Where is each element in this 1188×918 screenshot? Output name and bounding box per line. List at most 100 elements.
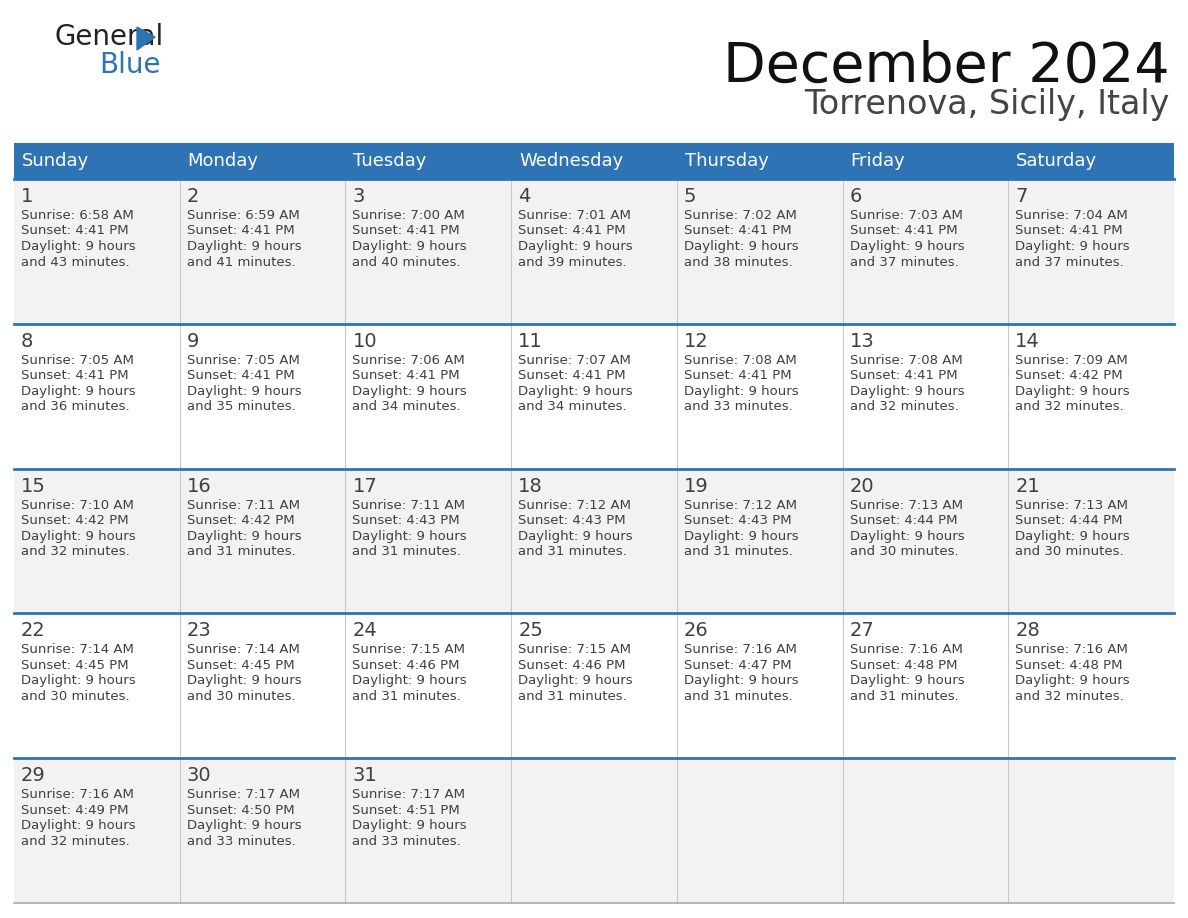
Text: Sunset: 4:46 PM: Sunset: 4:46 PM bbox=[353, 659, 460, 672]
Text: Daylight: 9 hours: Daylight: 9 hours bbox=[187, 675, 302, 688]
Text: Sunset: 4:42 PM: Sunset: 4:42 PM bbox=[21, 514, 128, 527]
Text: Sunset: 4:45 PM: Sunset: 4:45 PM bbox=[187, 659, 295, 672]
Text: Daylight: 9 hours: Daylight: 9 hours bbox=[187, 240, 302, 253]
Text: 12: 12 bbox=[684, 331, 708, 351]
FancyBboxPatch shape bbox=[179, 143, 346, 179]
Text: Daylight: 9 hours: Daylight: 9 hours bbox=[518, 530, 633, 543]
Polygon shape bbox=[137, 27, 154, 50]
Text: and 30 minutes.: and 30 minutes. bbox=[21, 690, 129, 703]
Text: Sunrise: 7:02 AM: Sunrise: 7:02 AM bbox=[684, 209, 797, 222]
Text: Tuesday: Tuesday bbox=[353, 152, 426, 170]
Text: Sunset: 4:48 PM: Sunset: 4:48 PM bbox=[1016, 659, 1123, 672]
Text: 31: 31 bbox=[353, 767, 377, 785]
Text: Sunrise: 7:06 AM: Sunrise: 7:06 AM bbox=[353, 353, 466, 367]
Text: and 36 minutes.: and 36 minutes. bbox=[21, 400, 129, 413]
Text: Sunset: 4:49 PM: Sunset: 4:49 PM bbox=[21, 803, 128, 817]
Text: and 32 minutes.: and 32 minutes. bbox=[1016, 690, 1124, 703]
Text: and 38 minutes.: and 38 minutes. bbox=[684, 255, 792, 268]
Text: Sunrise: 7:07 AM: Sunrise: 7:07 AM bbox=[518, 353, 631, 367]
Text: Sunset: 4:41 PM: Sunset: 4:41 PM bbox=[518, 225, 626, 238]
Text: Wednesday: Wednesday bbox=[519, 152, 624, 170]
Text: Sunset: 4:43 PM: Sunset: 4:43 PM bbox=[684, 514, 791, 527]
FancyBboxPatch shape bbox=[14, 468, 1174, 613]
Text: and 32 minutes.: and 32 minutes. bbox=[21, 545, 129, 558]
Text: Sunrise: 7:16 AM: Sunrise: 7:16 AM bbox=[1016, 644, 1129, 656]
Text: 9: 9 bbox=[187, 331, 200, 351]
Text: Sunrise: 7:15 AM: Sunrise: 7:15 AM bbox=[518, 644, 631, 656]
Text: Sunset: 4:50 PM: Sunset: 4:50 PM bbox=[187, 803, 295, 817]
Text: Daylight: 9 hours: Daylight: 9 hours bbox=[353, 675, 467, 688]
Text: 28: 28 bbox=[1016, 621, 1040, 641]
Text: and 33 minutes.: and 33 minutes. bbox=[684, 400, 792, 413]
Text: Sunrise: 7:00 AM: Sunrise: 7:00 AM bbox=[353, 209, 466, 222]
Text: 23: 23 bbox=[187, 621, 211, 641]
Text: 29: 29 bbox=[21, 767, 46, 785]
Text: and 32 minutes.: and 32 minutes. bbox=[1016, 400, 1124, 413]
Text: Daylight: 9 hours: Daylight: 9 hours bbox=[684, 675, 798, 688]
Text: Daylight: 9 hours: Daylight: 9 hours bbox=[21, 385, 135, 397]
Text: Sunset: 4:41 PM: Sunset: 4:41 PM bbox=[353, 369, 460, 382]
Text: Sunrise: 7:08 AM: Sunrise: 7:08 AM bbox=[849, 353, 962, 367]
Text: and 31 minutes.: and 31 minutes. bbox=[684, 690, 792, 703]
Text: Daylight: 9 hours: Daylight: 9 hours bbox=[21, 240, 135, 253]
Text: Sunset: 4:41 PM: Sunset: 4:41 PM bbox=[684, 225, 791, 238]
Text: 6: 6 bbox=[849, 187, 862, 206]
Text: Daylight: 9 hours: Daylight: 9 hours bbox=[849, 385, 965, 397]
Text: Sunset: 4:41 PM: Sunset: 4:41 PM bbox=[187, 369, 295, 382]
Text: and 33 minutes.: and 33 minutes. bbox=[187, 834, 296, 847]
Text: Sunrise: 7:11 AM: Sunrise: 7:11 AM bbox=[353, 498, 466, 511]
Text: Sunset: 4:41 PM: Sunset: 4:41 PM bbox=[849, 225, 958, 238]
Text: 20: 20 bbox=[849, 476, 874, 496]
Text: 1: 1 bbox=[21, 187, 33, 206]
Text: Daylight: 9 hours: Daylight: 9 hours bbox=[353, 819, 467, 833]
Text: 21: 21 bbox=[1016, 476, 1040, 496]
Text: Daylight: 9 hours: Daylight: 9 hours bbox=[1016, 530, 1130, 543]
Text: Sunset: 4:41 PM: Sunset: 4:41 PM bbox=[518, 369, 626, 382]
Text: Daylight: 9 hours: Daylight: 9 hours bbox=[21, 530, 135, 543]
Text: Daylight: 9 hours: Daylight: 9 hours bbox=[518, 240, 633, 253]
Text: Sunday: Sunday bbox=[23, 152, 89, 170]
Text: Sunrise: 7:16 AM: Sunrise: 7:16 AM bbox=[21, 789, 134, 801]
Text: Daylight: 9 hours: Daylight: 9 hours bbox=[21, 819, 135, 833]
Text: 17: 17 bbox=[353, 476, 377, 496]
Text: Monday: Monday bbox=[188, 152, 259, 170]
Text: and 39 minutes.: and 39 minutes. bbox=[518, 255, 627, 268]
Text: Daylight: 9 hours: Daylight: 9 hours bbox=[1016, 675, 1130, 688]
Text: 10: 10 bbox=[353, 331, 377, 351]
Text: 11: 11 bbox=[518, 331, 543, 351]
Text: 30: 30 bbox=[187, 767, 211, 785]
FancyBboxPatch shape bbox=[842, 143, 1009, 179]
Text: 4: 4 bbox=[518, 187, 531, 206]
Text: Sunrise: 7:04 AM: Sunrise: 7:04 AM bbox=[1016, 209, 1129, 222]
Text: 18: 18 bbox=[518, 476, 543, 496]
Text: Daylight: 9 hours: Daylight: 9 hours bbox=[353, 240, 467, 253]
Text: Sunset: 4:45 PM: Sunset: 4:45 PM bbox=[21, 659, 128, 672]
Text: Sunrise: 7:05 AM: Sunrise: 7:05 AM bbox=[21, 353, 134, 367]
Text: Sunrise: 7:13 AM: Sunrise: 7:13 AM bbox=[1016, 498, 1129, 511]
Text: 27: 27 bbox=[849, 621, 874, 641]
Text: Sunset: 4:44 PM: Sunset: 4:44 PM bbox=[849, 514, 958, 527]
FancyBboxPatch shape bbox=[677, 143, 842, 179]
Text: Sunset: 4:42 PM: Sunset: 4:42 PM bbox=[187, 514, 295, 527]
Text: and 30 minutes.: and 30 minutes. bbox=[849, 545, 959, 558]
Text: and 30 minutes.: and 30 minutes. bbox=[187, 690, 296, 703]
Text: 24: 24 bbox=[353, 621, 377, 641]
Text: Daylight: 9 hours: Daylight: 9 hours bbox=[518, 675, 633, 688]
Text: Sunset: 4:51 PM: Sunset: 4:51 PM bbox=[353, 803, 460, 817]
Text: Sunrise: 7:08 AM: Sunrise: 7:08 AM bbox=[684, 353, 797, 367]
Text: Sunrise: 7:05 AM: Sunrise: 7:05 AM bbox=[187, 353, 299, 367]
Text: 7: 7 bbox=[1016, 187, 1028, 206]
Text: 16: 16 bbox=[187, 476, 211, 496]
Text: and 33 minutes.: and 33 minutes. bbox=[353, 834, 461, 847]
FancyBboxPatch shape bbox=[14, 613, 1174, 758]
Text: and 32 minutes.: and 32 minutes. bbox=[849, 400, 959, 413]
FancyBboxPatch shape bbox=[511, 143, 677, 179]
Text: Saturday: Saturday bbox=[1016, 152, 1098, 170]
Text: Sunrise: 7:12 AM: Sunrise: 7:12 AM bbox=[684, 498, 797, 511]
Text: Sunset: 4:46 PM: Sunset: 4:46 PM bbox=[518, 659, 626, 672]
Text: Sunrise: 7:11 AM: Sunrise: 7:11 AM bbox=[187, 498, 299, 511]
Text: Sunset: 4:41 PM: Sunset: 4:41 PM bbox=[849, 369, 958, 382]
Text: Sunrise: 7:17 AM: Sunrise: 7:17 AM bbox=[187, 789, 299, 801]
Text: Sunset: 4:41 PM: Sunset: 4:41 PM bbox=[684, 369, 791, 382]
Text: Sunset: 4:41 PM: Sunset: 4:41 PM bbox=[187, 225, 295, 238]
